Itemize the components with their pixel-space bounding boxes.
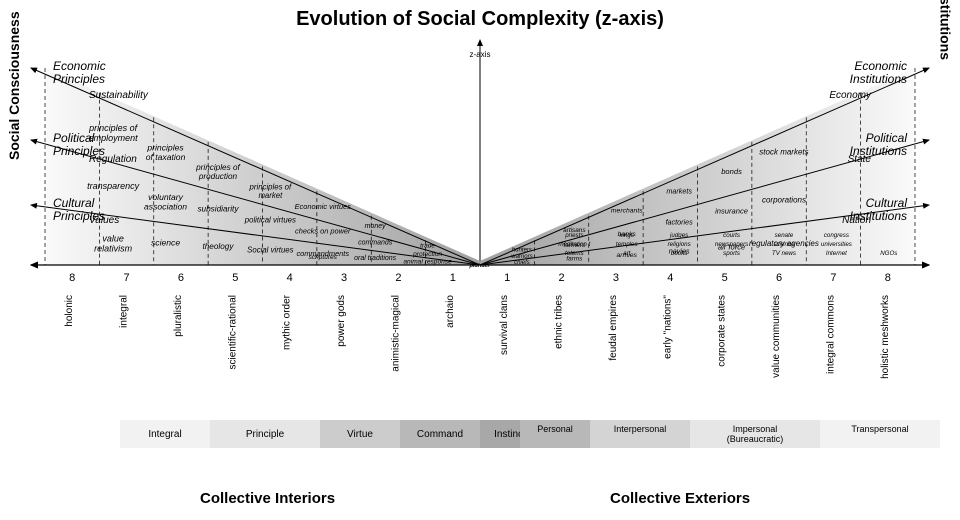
svg-text:courts: courts bbox=[723, 232, 740, 239]
bottom-right-title: Collective Exteriors bbox=[610, 490, 750, 507]
svg-text:3: 3 bbox=[341, 272, 347, 284]
svg-text:science: science bbox=[151, 237, 180, 247]
svg-text:5: 5 bbox=[722, 272, 728, 284]
svg-text:transparency: transparency bbox=[87, 181, 140, 191]
svg-text:2: 2 bbox=[395, 272, 401, 284]
svg-text:7: 7 bbox=[124, 272, 130, 284]
svg-text:animal response: animal response bbox=[403, 258, 452, 265]
svg-text:integral: integral bbox=[119, 295, 130, 328]
svg-text:Interpersonal: Interpersonal bbox=[614, 424, 667, 434]
svg-text:Regulation: Regulation bbox=[89, 154, 137, 165]
bottom-left-title: Collective Interiors bbox=[200, 490, 335, 507]
svg-text:pluralistic: pluralistic bbox=[173, 295, 184, 337]
svg-text:3: 3 bbox=[613, 272, 619, 284]
svg-text:priests: priests bbox=[564, 232, 583, 239]
svg-text:Economic virtues: Economic virtues bbox=[295, 202, 352, 211]
svg-text:subsidiarity: subsidiarity bbox=[197, 204, 239, 213]
svg-text:feudal empires: feudal empires bbox=[608, 295, 619, 361]
svg-text:checks on power: checks on power bbox=[295, 227, 351, 236]
svg-text:science: science bbox=[773, 241, 795, 248]
svg-text:commands: commands bbox=[358, 240, 393, 247]
svg-text:markets: markets bbox=[666, 186, 692, 195]
svg-text:State: State bbox=[848, 154, 872, 165]
svg-text:Virtue: Virtue bbox=[347, 429, 373, 440]
svg-text:insurance: insurance bbox=[715, 207, 748, 216]
svg-text:archaio: archaio bbox=[445, 295, 456, 328]
svg-text:power gods: power gods bbox=[336, 295, 347, 347]
svg-text:universities: universities bbox=[821, 241, 852, 248]
svg-text:trade: trade bbox=[420, 243, 435, 250]
svg-text:1: 1 bbox=[450, 272, 456, 284]
svg-text:Command: Command bbox=[417, 429, 463, 440]
svg-text:holonic: holonic bbox=[64, 295, 75, 327]
svg-text:survival clans: survival clans bbox=[499, 295, 510, 355]
svg-text:principles ofemployment: principles ofemployment bbox=[88, 123, 139, 143]
svg-text:8: 8 bbox=[69, 272, 75, 284]
svg-text:judges: judges bbox=[669, 232, 688, 239]
svg-text:5: 5 bbox=[232, 272, 238, 284]
svg-text:kings: kings bbox=[620, 232, 634, 239]
svg-text:corporations: corporations bbox=[762, 195, 806, 204]
svg-text:meditation t: meditation t bbox=[558, 241, 590, 248]
svg-text:congress: congress bbox=[824, 232, 849, 239]
svg-text:early "nations": early "nations" bbox=[662, 295, 673, 359]
svg-text:TV news: TV news bbox=[772, 250, 796, 257]
svg-text:oral traditions: oral traditions bbox=[354, 255, 397, 262]
svg-text:corporate states: corporate states bbox=[717, 295, 728, 367]
svg-text:senate: senate bbox=[775, 232, 794, 239]
svg-text:bonds: bonds bbox=[721, 167, 742, 176]
svg-text:Values: Values bbox=[89, 215, 119, 226]
svg-text:NGOs: NGOs bbox=[880, 250, 897, 257]
svg-text:Sustainability: Sustainability bbox=[89, 90, 149, 101]
svg-text:ethnic tribes: ethnic tribes bbox=[554, 295, 565, 349]
svg-text:Nation: Nation bbox=[842, 215, 871, 226]
svg-text:animistic-magical: animistic-magical bbox=[390, 295, 401, 372]
svg-text:religions: religions bbox=[668, 241, 691, 248]
svg-text:merchants: merchants bbox=[611, 208, 643, 215]
svg-text:stock markets: stock markets bbox=[759, 147, 808, 156]
svg-text:chiefs: chiefs bbox=[514, 260, 530, 266]
svg-text:principlesof taxation: principlesof taxation bbox=[146, 143, 186, 162]
svg-text:1: 1 bbox=[504, 272, 510, 284]
svg-text:value communities: value communities bbox=[771, 295, 782, 378]
svg-text:Impersonal(Bureaucratic): Impersonal(Bureaucratic) bbox=[727, 424, 784, 444]
svg-text:art: art bbox=[623, 250, 631, 257]
svg-text:8: 8 bbox=[885, 272, 891, 284]
svg-text:theology: theology bbox=[202, 242, 234, 251]
svg-text:4: 4 bbox=[287, 272, 293, 284]
svg-text:holistic meshworks: holistic meshworks bbox=[880, 295, 891, 379]
svg-text:2: 2 bbox=[559, 272, 565, 284]
diagram-canvas: 8 holonic 7 integral 6 pluralistic 5 scientific… bbox=[0, 0, 960, 520]
svg-text:Social virtues: Social virtues bbox=[247, 246, 293, 255]
svg-text:scriptures: scriptures bbox=[309, 254, 338, 261]
svg-text:voluntaryassociation: voluntaryassociation bbox=[144, 192, 187, 211]
svg-text:integral commons: integral commons bbox=[825, 295, 836, 374]
svg-text:sports: sports bbox=[723, 250, 740, 257]
svg-text:Transpersonal: Transpersonal bbox=[851, 424, 908, 434]
svg-text:temples: temples bbox=[616, 241, 638, 248]
svg-text:factories: factories bbox=[666, 218, 694, 227]
svg-text:EconomicPrinciples: EconomicPrinciples bbox=[53, 59, 106, 86]
svg-text:Principle: Principle bbox=[246, 429, 285, 440]
svg-text:political virtues: political virtues bbox=[244, 215, 296, 224]
svg-text:4: 4 bbox=[667, 272, 673, 284]
svg-text:Internet: Internet bbox=[826, 250, 847, 257]
svg-text:7: 7 bbox=[830, 272, 836, 284]
svg-text:6: 6 bbox=[178, 272, 184, 284]
svg-text:6: 6 bbox=[776, 272, 782, 284]
svg-text:principles ofproduction: principles ofproduction bbox=[195, 163, 240, 181]
svg-text:money: money bbox=[365, 223, 387, 230]
svg-text:totems: totems bbox=[565, 250, 584, 257]
svg-text:hunters: hunters bbox=[512, 247, 532, 253]
svg-text:protection: protection bbox=[412, 251, 442, 258]
svg-text:books: books bbox=[671, 250, 688, 257]
svg-text:newspapers: newspapers bbox=[715, 241, 748, 248]
svg-text:Personal: Personal bbox=[537, 424, 573, 434]
svg-text:mythic order: mythic order bbox=[282, 294, 293, 350]
svg-text:EconomicInstitutions: EconomicInstitutions bbox=[850, 59, 907, 86]
svg-text:Economy: Economy bbox=[829, 90, 872, 101]
svg-text:Integral: Integral bbox=[148, 429, 181, 440]
svg-text:scientific-rational: scientific-rational bbox=[227, 295, 238, 369]
